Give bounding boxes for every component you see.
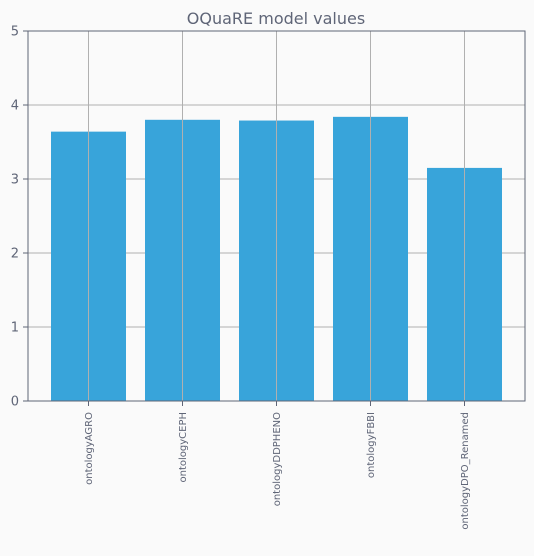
y-tick-label: 2 bbox=[11, 247, 19, 262]
y-tick-label: 3 bbox=[11, 173, 19, 188]
vertical-grid-lines bbox=[88, 31, 465, 401]
x-tick-label: ontologyDDPHENO bbox=[272, 412, 283, 506]
y-axis-ticks: 0 1 2 3 4 5 bbox=[11, 25, 28, 410]
y-tick-label: 4 bbox=[11, 99, 19, 114]
x-tick-label: ontologyCEPH bbox=[178, 412, 189, 483]
chart-title: OQuaRE model values bbox=[187, 9, 365, 28]
y-tick-label: 5 bbox=[11, 25, 19, 40]
x-tick-label: ontologyDPO_Renamed bbox=[460, 412, 471, 530]
x-axis-ticks: ontologyAGRO ontologyCEPH ontologyDDPHENO o… bbox=[84, 401, 471, 530]
x-tick-label: ontologyFBBI bbox=[366, 412, 377, 478]
x-tick-label: ontologyAGRO bbox=[84, 412, 95, 485]
y-tick-label: 0 bbox=[11, 395, 19, 410]
y-tick-label: 1 bbox=[11, 321, 19, 336]
